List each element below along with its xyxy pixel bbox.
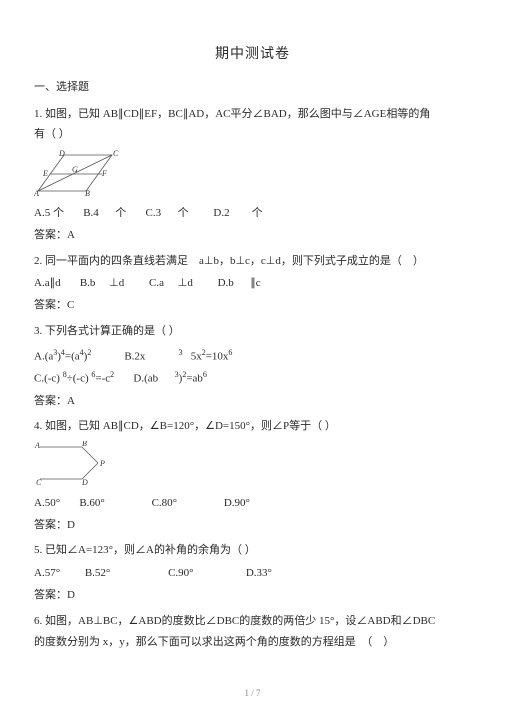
question-2: 2. 同一平面内的四条直线若满足 a⊥b，b⊥c，c⊥d，则下列式子成立的是（ … [34, 251, 471, 314]
q2-opt-d2: ∥c [250, 277, 260, 289]
q5-opt-c: C.90° [168, 564, 194, 584]
q1-opt-d: D.2 [213, 204, 229, 224]
question-5: 5. 已知∠A=123°，则∠A的补角的余角为（ ） A.57° B.52° C… [34, 540, 471, 603]
svg-text:C: C [113, 149, 119, 158]
page-title: 期中测试卷 [34, 44, 471, 65]
q5-opt-a: A.57° [34, 564, 60, 584]
svg-text:F: F [101, 169, 107, 178]
q4-opt-c: C.80° [152, 494, 178, 514]
question-1: 1. 如图，已知 AB∥CD∥EF，BC∥AD，AC平分∠BAD，那么图中与∠A… [34, 104, 471, 244]
svg-text:B: B [82, 441, 87, 448]
q5-text: 5. 已知∠A=123°，则∠A的补角的余角为（ ） [34, 540, 471, 561]
q1-opt-a: A.5 个 [34, 204, 64, 224]
q2-options: A.a∥d B.b ⊥d C.a ⊥d D.b ∥c [34, 274, 471, 294]
q3-b3e: 6 [228, 348, 232, 357]
q3-b2: 5x [188, 350, 202, 362]
q5-answer: 答案：D [34, 587, 471, 604]
q4-opt-a: A.50° [34, 494, 60, 514]
q3-b1e: 3 [178, 348, 182, 357]
q2-opt-c2: ⊥d [178, 277, 193, 289]
q1-answer: 答案：A [34, 227, 471, 244]
q1-opt-c2: 个 [178, 207, 189, 219]
svg-text:D: D [58, 149, 65, 158]
q3-text: 3. 下列各式计算正确的是（ ） [34, 321, 471, 342]
section-header: 一、选择题 [34, 79, 471, 96]
q5-options: A.57° B.52° C.90° D.33° [34, 564, 471, 584]
svg-text:A: A [34, 189, 39, 198]
svg-text:E: E [42, 169, 48, 178]
q2-opt-b: B.b [80, 274, 96, 294]
q3-a3: =(a [65, 350, 80, 362]
q3-a4e: 2 [87, 348, 91, 357]
q2-opt-a: A.a∥d [34, 274, 61, 294]
q3-b3: =10x [206, 350, 229, 362]
q3-c1: C.(-c) [34, 373, 60, 385]
q3-d1: D.(ab [133, 373, 158, 385]
q6-text-a: 6. 如图，AB⊥BC，∠ABD的度数比∠DBC的度数的两倍少 15°，设∠AB… [34, 611, 471, 632]
q2-text: 2. 同一平面内的四条直线若满足 a⊥b，b⊥c，c⊥d，则下列式子成立的是（ … [34, 251, 471, 272]
svg-text:G: G [72, 165, 78, 174]
svg-text:B: B [85, 189, 90, 198]
q5-opt-b: B.52° [85, 564, 111, 584]
q1-opt-b: B.4 [83, 204, 99, 224]
q3-answer: 答案：A [34, 393, 471, 410]
q1-options: A.5 个 B.4 个 C.3 个 D.2 个 [34, 204, 471, 224]
q1-opt-c: C.3 [146, 204, 162, 224]
question-6: 6. 如图，AB⊥BC，∠ABD的度数比∠DBC的度数的两倍少 15°，设∠AB… [34, 611, 471, 653]
q4-opt-d: D.90° [224, 494, 250, 514]
q3-d3e: 6 [203, 370, 207, 379]
q1-opt-b2: 个 [115, 207, 126, 219]
q4-text: 4. 如图，已知 AB∥CD，∠B=120°，∠D=150°，则∠P等于（ ） [34, 416, 471, 437]
q1-text-a: 1. 如图，已知 AB∥CD∥EF，BC∥AD，AC平分∠BAD，那么图中与∠A… [34, 104, 471, 125]
q3-a1: A.(a [34, 350, 53, 362]
q3-c3e: 2 [110, 370, 114, 379]
svg-text:D: D [81, 478, 88, 487]
question-4: 4. 如图，已知 AB∥CD，∠B=120°，∠D=150°，则∠P等于（ ） … [34, 416, 471, 533]
q2-opt-d: D.b [218, 274, 234, 294]
q4-options: A.50° B.60° C.80° D.90° [34, 494, 471, 514]
q2-opt-b2: ⊥d [109, 277, 124, 289]
q3-c2: ÷(-c) [67, 373, 89, 385]
question-3: 3. 下列各式计算正确的是（ ） A.(a3)4=(a4)2 B.2x 3 5x… [34, 321, 471, 409]
q1-text-b: 有（ ） [34, 124, 471, 145]
q5-opt-d: D.33° [246, 564, 272, 584]
q2-answer: 答案：C [34, 297, 471, 314]
q3-d3: =ab [186, 373, 203, 385]
svg-text:A: A [34, 441, 40, 450]
q4-answer: 答案：D [34, 517, 471, 534]
q3-c3: =-c [95, 373, 110, 385]
svg-text:C: C [36, 478, 42, 487]
page-footer: 1 / 7 [0, 687, 505, 701]
svg-text:P: P [99, 459, 105, 468]
q2-opt-c: C.a [149, 274, 164, 294]
q1-opt-d2: 个 [252, 207, 263, 219]
q4-diagram: A B P C D [34, 441, 471, 489]
q4-opt-b: B.60° [79, 494, 105, 514]
q1-diagram: A B C D E F G [34, 149, 471, 199]
q6-text-b: 的度数分别为 x，y，那么下面可以求出这两个角的度数的方程组是 （ ） [34, 632, 471, 653]
q3-b1: B.2x [124, 350, 145, 362]
q3-options: A.(a3)4=(a4)2 B.2x 3 5x2=10x6 C.(-c) 8÷(… [34, 345, 471, 390]
